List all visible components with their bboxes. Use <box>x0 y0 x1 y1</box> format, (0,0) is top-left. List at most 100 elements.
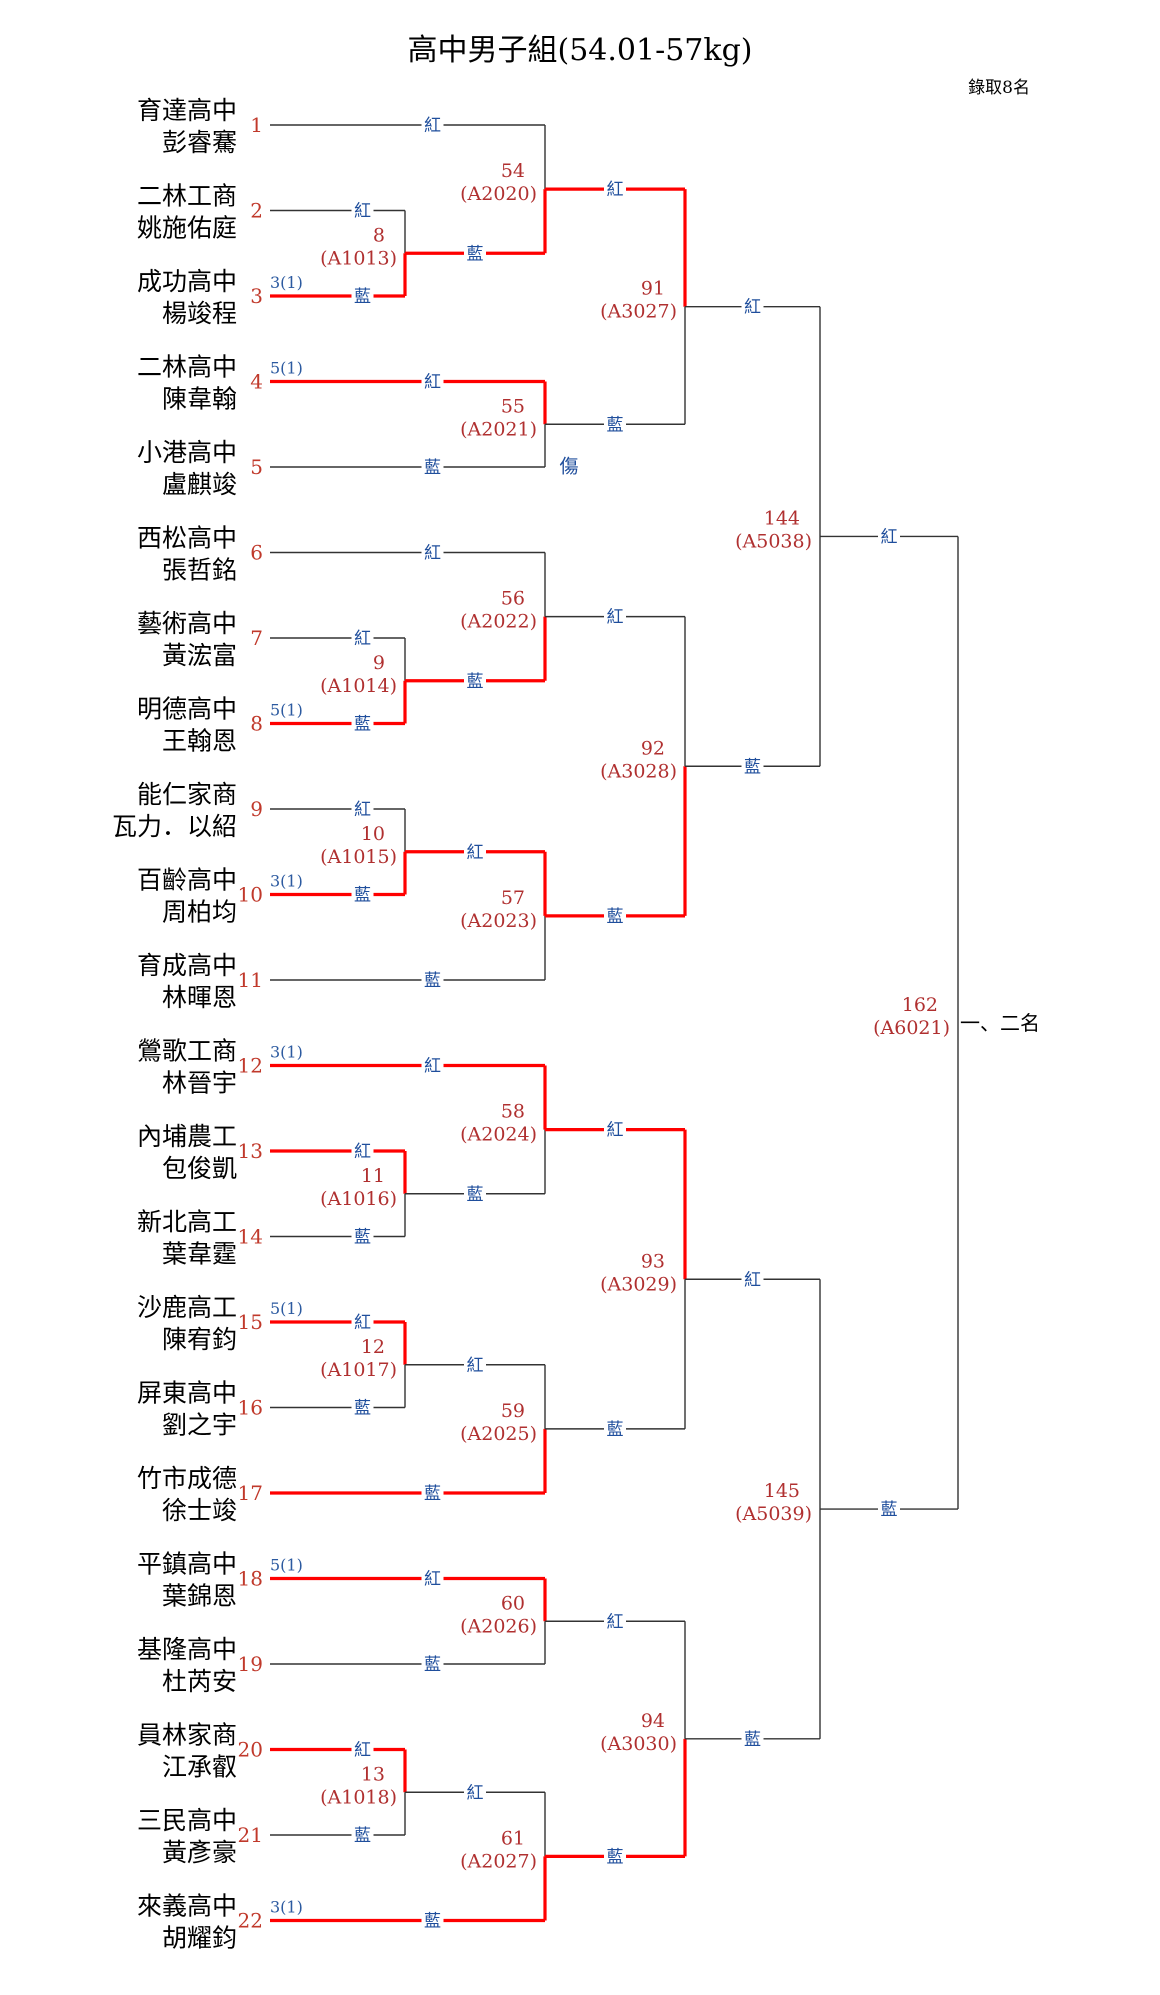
corner-label-red: 紅 <box>354 1142 371 1162</box>
bracket-lines <box>270 124 959 1923</box>
match-code: (A1013) <box>320 247 397 269</box>
corner-label-blue-bg <box>351 1824 374 1846</box>
corner-label-red-bg <box>351 1311 374 1333</box>
corner-label-red: 紅 <box>354 629 371 649</box>
match-note: 傷 <box>559 455 578 477</box>
entry-seed: 17 <box>238 1481 263 1505</box>
corner-label-red-bg <box>421 114 444 136</box>
corner-label-red: 紅 <box>354 202 371 222</box>
corner-label-red: 紅 <box>607 608 624 628</box>
corner-label-blue: 藍 <box>467 244 484 264</box>
corner-label-red: 紅 <box>424 116 441 136</box>
entry-name: 葉錦恩 <box>162 1582 237 1611</box>
entry-school: 百齡高中 <box>137 866 237 895</box>
corner-label-blue-bg <box>604 1845 626 1868</box>
entry-seed: 11 <box>238 968 263 992</box>
match-code: (A2022) <box>460 611 537 633</box>
entry-seed: 21 <box>238 1823 263 1847</box>
match-code: (A3029) <box>600 1273 677 1295</box>
corner-label-blue-bg <box>421 456 444 478</box>
entry-seed: 9 <box>250 797 263 821</box>
match-number: 162 <box>902 994 938 1016</box>
entry-school: 沙鹿高工 <box>137 1293 237 1322</box>
entry-name: 陳宥鈞 <box>162 1325 237 1354</box>
entry-seed: 13 <box>238 1139 263 1163</box>
corner-label-red-bg <box>421 541 444 564</box>
corner-label-red: 紅 <box>607 1121 624 1141</box>
corner-label-red: 紅 <box>744 1270 761 1290</box>
match-number: 61 <box>501 1827 525 1849</box>
entry-school: 成功高中 <box>137 267 237 296</box>
corner-label-blue: 藍 <box>424 1912 441 1932</box>
match-code: (A5038) <box>735 530 812 552</box>
entry-school: 西松高中 <box>137 524 237 553</box>
entry-seed: 5 <box>250 455 263 479</box>
entry-name: 劉之宇 <box>162 1411 237 1440</box>
admit-note: 錄取8名 <box>968 78 1030 98</box>
corner-label-red-bg <box>351 199 374 222</box>
entry-name: 周柏均 <box>162 898 237 927</box>
corner-label-blue-bg <box>604 413 626 436</box>
entry-prior-result: 5(1) <box>270 701 303 720</box>
match-number: 10 <box>361 823 385 845</box>
corner-label-blue: 藍 <box>354 715 371 735</box>
entry-name: 黃彥豪 <box>162 1838 237 1867</box>
entry-prior-result: 3(1) <box>270 872 303 891</box>
entry-name: 林暉恩 <box>162 983 237 1012</box>
corner-label-red-bg <box>421 1054 444 1077</box>
entry-name: 包俊凱 <box>162 1154 237 1183</box>
match-code: (A6021) <box>873 1017 950 1039</box>
entry-seed: 10 <box>238 883 263 907</box>
entry-seed: 16 <box>238 1396 263 1420</box>
entry-name: 江承叡 <box>162 1753 237 1782</box>
entry-name: 林晉宇 <box>162 1069 237 1098</box>
entry-prior-result: 3(1) <box>270 1898 303 1917</box>
corner-label-blue-bg <box>421 969 444 991</box>
match-code: (A5039) <box>735 1503 812 1525</box>
match-code: (A2027) <box>460 1850 537 1872</box>
corner-label-blue-bg <box>604 904 626 927</box>
match-code: (A2020) <box>460 183 537 205</box>
corner-label-blue-bg <box>421 1653 444 1675</box>
entry-school: 來義高中 <box>137 1892 237 1921</box>
corner-label-red-bg <box>351 798 374 820</box>
corner-label-blue-bg <box>464 1182 486 1205</box>
entry-name: 姚施佑庭 <box>137 214 237 243</box>
corner-label-red: 紅 <box>467 843 484 863</box>
entry-name: 盧麒竣 <box>162 470 237 499</box>
entry-name: 張哲銘 <box>162 556 237 585</box>
match-number: 92 <box>641 737 665 759</box>
entry-prior-result: 5(1) <box>270 1556 303 1575</box>
corner-label-red-bg <box>464 840 486 863</box>
corner-label-red-bg <box>351 627 374 649</box>
match-code: (A3028) <box>600 760 677 782</box>
corner-label-blue: 藍 <box>467 1185 484 1205</box>
entry-name: 杜芮安 <box>162 1667 237 1696</box>
entry-seed: 20 <box>238 1738 263 1762</box>
corner-label-red: 紅 <box>744 298 761 318</box>
corner-label-red-bg <box>741 295 764 318</box>
match-number: 12 <box>361 1336 385 1358</box>
entry-school: 育成高中 <box>137 951 237 980</box>
corner-label-red-bg <box>351 1140 374 1162</box>
match-number: 56 <box>501 588 525 610</box>
corner-label-blue-bg <box>741 1727 764 1750</box>
corner-label-blue: 藍 <box>424 971 441 991</box>
match-code: (A3030) <box>600 1733 677 1755</box>
corner-label-blue-bg <box>464 669 486 692</box>
corner-label-blue: 藍 <box>354 287 371 307</box>
entry-school: 竹市成德 <box>137 1464 237 1493</box>
entry-name: 徐士竣 <box>162 1496 237 1525</box>
corner-label-blue: 藍 <box>881 1500 898 1520</box>
entry-seed: 3 <box>250 284 263 308</box>
match-number: 54 <box>501 160 525 182</box>
entry-school: 明德高中 <box>137 695 237 724</box>
corner-label-red-bg <box>878 525 900 548</box>
corner-label-blue-bg <box>351 883 374 906</box>
corner-label-blue: 藍 <box>744 757 761 777</box>
corner-label-blue-bg <box>604 1417 626 1440</box>
corner-label-red: 紅 <box>354 1741 371 1761</box>
entry-seed: 14 <box>238 1225 263 1249</box>
entry-school: 能仁家商 <box>137 780 237 809</box>
corner-label-red-bg <box>421 370 444 393</box>
